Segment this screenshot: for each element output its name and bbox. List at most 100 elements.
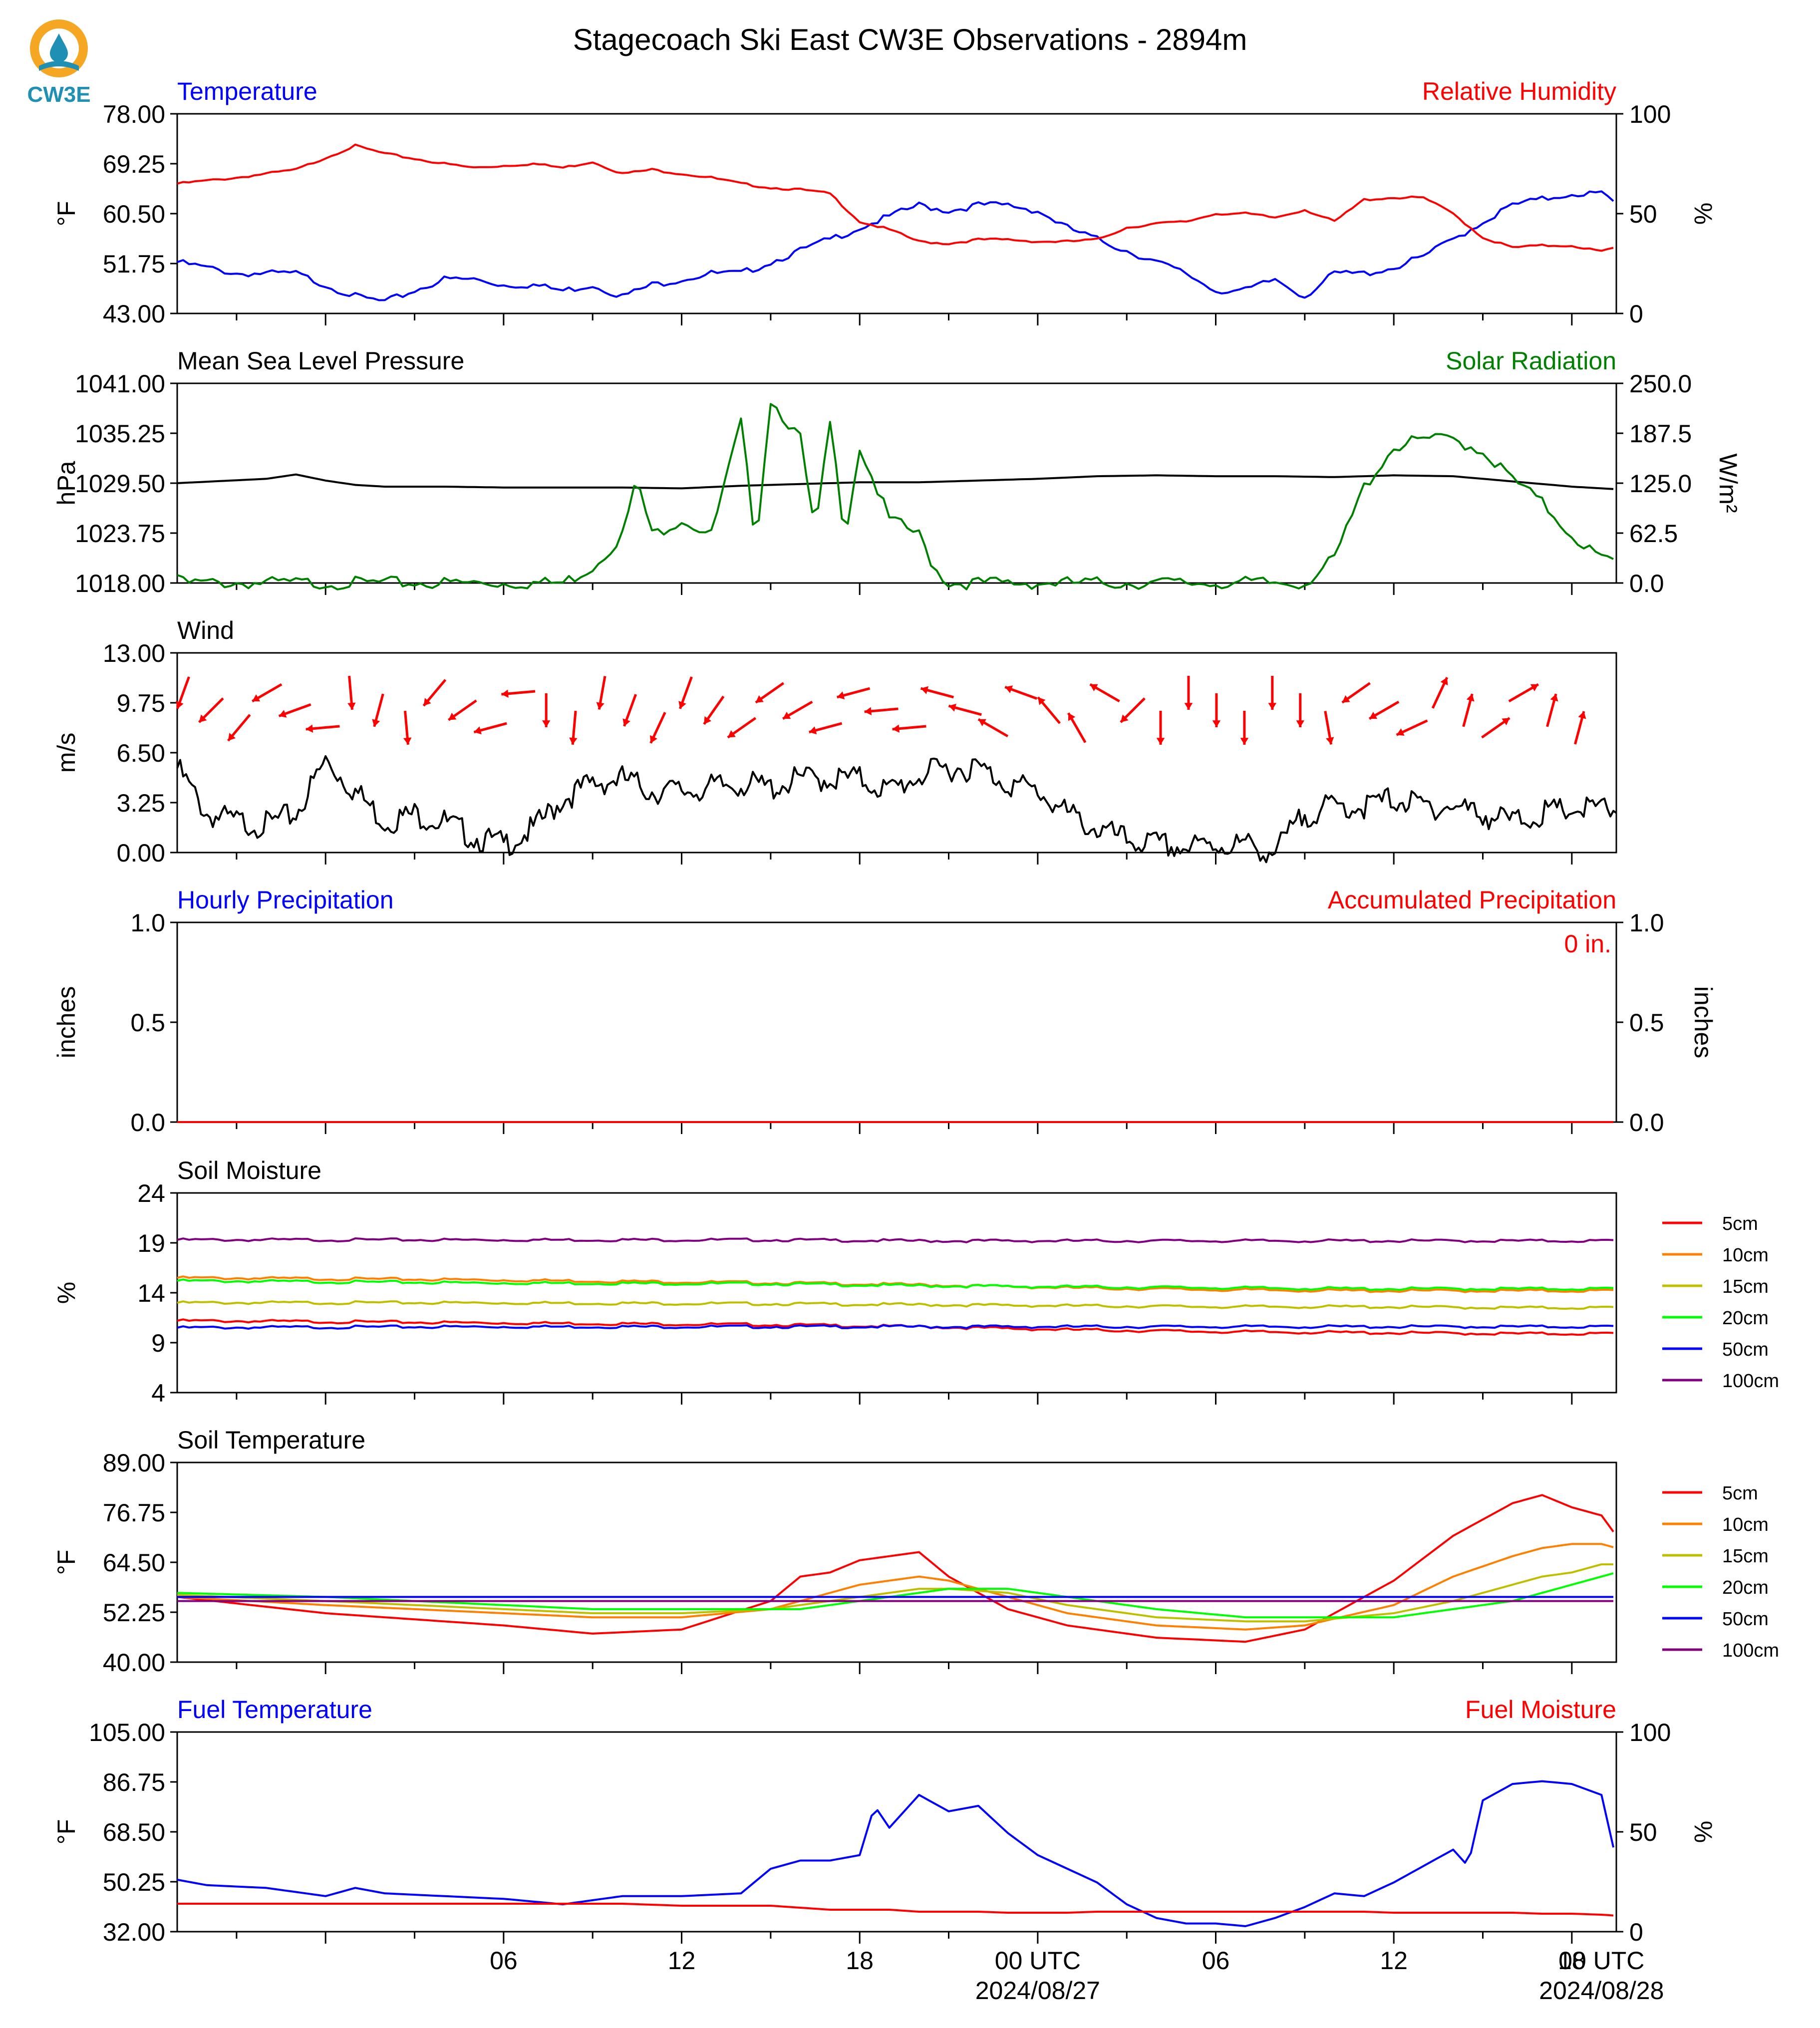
panel-right-title-fuel: Fuel Moisture [1465, 1696, 1616, 1724]
ytick-right-label: 125.0 [1629, 470, 1692, 498]
series-line-wind-speed [176, 755, 1617, 864]
series-line-15cm [177, 1563, 1614, 1623]
ylabel-precipitation: inches [52, 986, 80, 1059]
panel-title-fuel: Fuel Temperature [177, 1696, 372, 1724]
wind-arrow-head [1156, 738, 1165, 745]
panel-title-wind: Wind [177, 616, 234, 644]
wind-arrow-head [1502, 718, 1510, 726]
ytick-label: 40.00 [103, 1649, 165, 1677]
logo-drop-icon [50, 33, 68, 62]
wind-arrow-head [1530, 684, 1538, 691]
wind-arrow-head [1068, 713, 1076, 721]
series-line-relative-humidity [177, 143, 1614, 252]
wind-arrow-head [864, 707, 872, 715]
wind-arrow-head [1326, 737, 1334, 745]
ylabel-soil_moisture: % [52, 1282, 80, 1304]
ytick-label: 78.00 [103, 100, 165, 128]
wind-arrow-head [569, 737, 578, 745]
wind-arrow-head [403, 737, 412, 745]
wind-arrow-head [1184, 703, 1193, 710]
ytick-right-label: 100 [1629, 100, 1671, 128]
series-line-temperature [177, 190, 1614, 301]
ytick-label: 9.75 [117, 689, 165, 717]
wind-arrow-head [501, 689, 509, 698]
series-line-solar-radiation [177, 403, 1614, 590]
panel-title-precipitation: Hourly Precipitation [177, 886, 394, 914]
wind-arrow-head [252, 694, 261, 702]
wind-arrow-head [755, 695, 764, 703]
xtick-label: 00 UTC [995, 1947, 1081, 1975]
ytick-label: 86.75 [103, 1768, 165, 1796]
ytick-label: 52.25 [103, 1599, 165, 1627]
wind-arrow-head [1296, 720, 1305, 727]
ytick-right-label: 0.0 [1629, 570, 1664, 597]
wind-arrow-head [1578, 711, 1586, 719]
panel-frame-soil_temperature [176, 1461, 1617, 1663]
panel-frame-soil_moisture [176, 1192, 1617, 1394]
wind-arrow-head [347, 702, 356, 710]
ytick-label: 3.25 [117, 789, 165, 817]
wind-arrow-head [649, 735, 657, 743]
wind-arrow-head [305, 724, 313, 733]
ytick-right-label: 0.5 [1629, 1009, 1664, 1037]
legend-label: 10cm [1722, 1245, 1769, 1266]
ytick-label: 68.50 [103, 1818, 165, 1846]
ytick-right-label: 250.0 [1629, 370, 1692, 398]
ytick-right-label: 1.0 [1629, 909, 1664, 937]
ytick-label: 1018.00 [75, 570, 165, 597]
series-line-15cm [177, 1300, 1614, 1310]
series-line-fuel-moisture [177, 1903, 1614, 1917]
ylabel-right-fuel: % [1689, 1821, 1717, 1843]
wind-arrow-head [176, 701, 184, 709]
wind-arrow-head [727, 730, 736, 738]
ylabel-right-temperature: % [1689, 203, 1717, 225]
legend-label: 10cm [1722, 1514, 1769, 1535]
wind-arrow-head [1396, 728, 1405, 736]
xtick-label: 12 [668, 1947, 696, 1975]
ytick-right-label: 62.5 [1629, 520, 1678, 548]
ytick-label: 76.75 [103, 1499, 165, 1527]
wind-arrow-head [809, 726, 817, 735]
precip-total-annotation: 0 in. [1564, 930, 1611, 958]
ytick-right-label: 100 [1629, 1719, 1671, 1746]
ytick-label: 1.0 [130, 909, 165, 937]
wind-arrow-head [1038, 697, 1046, 705]
wind-arrow-head [783, 712, 791, 719]
ytick-label: 0.00 [117, 839, 165, 867]
logo-text: CW3E [27, 82, 90, 106]
wind-arrow-head [1121, 714, 1129, 723]
wind-arrow-head [920, 686, 928, 694]
legend-label: 15cm [1722, 1276, 1769, 1297]
panel-right-title-precipitation: Accumulated Precipitation [1328, 886, 1616, 914]
ylabel-soil_temperature: °F [52, 1550, 80, 1575]
ytick-label: 13.00 [103, 639, 165, 667]
ytick-label: 9 [151, 1329, 165, 1357]
ytick-label: 69.25 [103, 150, 165, 178]
legend-label: 20cm [1722, 1308, 1769, 1329]
ytick-label: 1035.25 [75, 420, 165, 448]
ytick-label: 105.00 [89, 1719, 165, 1746]
wind-arrow-head [372, 719, 380, 727]
panel-title-soil_temperature: Soil Temperature [177, 1426, 365, 1454]
ytick-label: 24 [137, 1179, 165, 1207]
legend-label: 5cm [1722, 1483, 1758, 1504]
legend-label: 15cm [1722, 1546, 1769, 1567]
wind-arrow-head [1466, 694, 1475, 702]
legend-label: 50cm [1722, 1609, 1769, 1630]
series-line-fuel-temperature [177, 1780, 1615, 1927]
panel-title-pressure_solar: Mean Sea Level Pressure [177, 347, 464, 375]
ylabel-right-pressure_solar: W/m² [1714, 453, 1742, 513]
panel-title-soil_moisture: Soil Moisture [177, 1157, 321, 1184]
wind-arrow-head [622, 718, 630, 726]
wind-arrow-head [704, 716, 711, 724]
wind-arrow-head [596, 702, 605, 710]
date-label: 2024/08/27 [975, 1977, 1100, 2005]
ylabel-wind: m/s [52, 733, 80, 773]
wind-arrow-head [199, 714, 207, 723]
wind-arrow-head [1240, 738, 1249, 745]
ytick-label: 6.50 [117, 739, 165, 767]
ytick-label: 43.00 [103, 300, 165, 328]
panel-right-title-temperature: Relative Humidity [1422, 77, 1616, 105]
ytick-label: 4 [151, 1379, 165, 1407]
ytick-label: 60.50 [103, 200, 165, 228]
